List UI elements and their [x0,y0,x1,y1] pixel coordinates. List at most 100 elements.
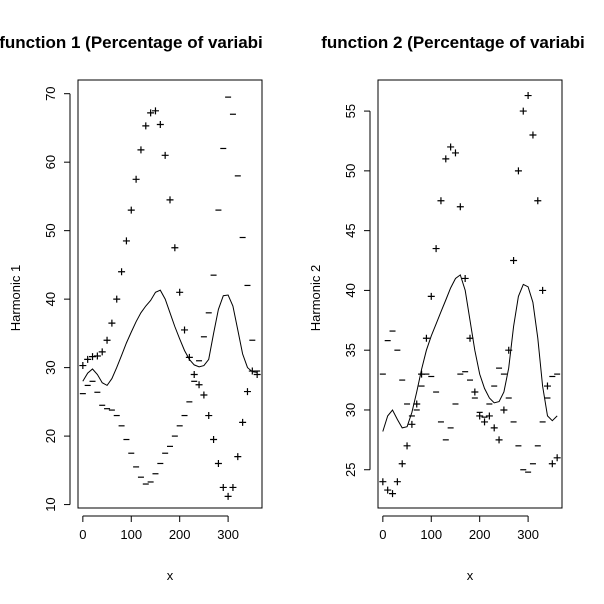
chart-2-plus-point [553,454,561,462]
chart-1-plus-point [224,492,232,500]
chart-2-plus-point [481,418,489,426]
chart-2-plus-point [456,203,464,211]
chart-2-y-tick-label: 55 [343,104,358,118]
chart-2-plus-point [403,442,411,450]
chart-1-y-tick-label: 20 [43,429,58,443]
chart-2-title: function 2 (Percentage of variabi [321,33,585,52]
chart-1-plus-point [156,121,164,129]
chart-2-plus-point [408,420,416,428]
chart-1-plus-point [210,436,218,444]
chart-1-y-tick-label: 70 [43,86,58,100]
chart-2-plus-point [393,478,401,486]
chart-1-plus-point [214,459,222,467]
chart-2-plus-point [389,490,397,498]
chart-2-plus-point [466,334,474,342]
chart-2-plus-point [437,197,445,205]
chart-1-plus-point [195,381,203,389]
chart-2-plus-point [505,346,513,354]
chart-2-plus-point [543,382,551,390]
chart-1-plus-point [200,391,208,399]
chart-2-plus-point [451,149,459,157]
chart-2-plus-point [384,486,392,494]
chart-2-x-tick-label: 100 [420,527,442,542]
chart-2-plus-point [427,292,435,300]
chart-1-plus-point [234,453,242,461]
chart-2-plus-point [432,245,440,253]
chart-1-y-tick-label: 10 [43,497,58,511]
chart-1-plus-point [132,175,140,183]
chart-1-plus-point [122,237,130,245]
chart-1-plus-point [113,295,121,303]
chart-1-plus-point [103,336,111,344]
chart-2-plus-point [413,400,421,408]
chart-2-plus-point [519,107,527,115]
chart-1-frame [77,79,263,509]
chart-1-x-tick-label: 300 [217,527,239,542]
chart-1-plus-point [239,418,247,426]
chart-2-plus-point [510,257,518,265]
chart-1-plus-point [147,109,155,117]
chart-1-x-tick-label: 200 [169,527,191,542]
chart-1-plus-point [79,362,87,370]
chart-2-mean-curve [382,274,558,432]
chart-1-plus-point [151,107,159,115]
chart-1-plus-point [161,151,169,159]
chart-1-plus-point [253,370,261,378]
chart-1-plus-point [89,353,97,361]
chart-2-x-tick-label: 200 [469,527,491,542]
chart-1-x-tick-label: 0 [79,527,86,542]
chart-2-y-tick-label: 25 [343,463,358,477]
chart-1-mean-curve [82,289,258,387]
chart-1-plus-point [137,146,145,154]
chart-2-plus-point [548,460,556,468]
chart-2-plus-point [495,436,503,444]
chart-2-xlabel: x [467,568,474,583]
chart-1-ylabel: Harmonic 1 [8,265,23,331]
chart-2-plus-point [485,412,493,420]
chart-2-plus-point [471,388,479,396]
chart-2-y-tick-label: 40 [343,283,358,297]
chart-2-plus-point [379,478,387,486]
chart-2-x-tick-label: 300 [517,527,539,542]
chart-1-panel: 0 100 200 300 10 20 30 40 50 60 70 [43,79,263,542]
chart-2-plus-point [534,197,542,205]
chart-1-plus-point [166,196,174,204]
chart-1-plus-point [93,352,101,360]
chart-1-title: function 1 (Percentage of variabi [0,33,263,52]
chart-2-plus-point [461,274,469,282]
chart-1-plus-point [176,288,184,296]
chart-1-plus-point [127,206,135,214]
chart-2-x-tick-label: 0 [379,527,386,542]
chart-1-plus-point [190,370,198,378]
chart-1-plus-point [98,348,106,356]
chart-2-y-tick-label: 30 [343,403,358,417]
chart-2-plus-point [514,167,522,175]
chart-1-plus-point [142,122,150,130]
chart-1-y-tick-label: 40 [43,292,58,306]
chart-2-plus-point [490,424,498,432]
chart-2-plus-point [476,412,484,420]
chart-2-frame [377,79,563,509]
chart-2-y-tick-label: 35 [343,343,358,357]
chart-2-plus-point [398,460,406,468]
chart-2-plus-point [500,406,508,414]
chart-2-plus-point [447,143,455,151]
chart-1-plus-point [118,268,126,276]
chart-1-y-tick-label: 60 [43,155,58,169]
chart-2-ylabel: Harmonic 2 [308,265,323,331]
chart-1-y-tick-label: 30 [43,360,58,374]
chart-2-y-tick-label: 45 [343,223,358,237]
chart-2-y-tick-label: 50 [343,164,358,178]
chart-1-y-tick-label: 50 [43,223,58,237]
chart-2-plus-point [442,155,450,163]
chart-2-plus-point [529,131,537,139]
chart-1-plus-point [181,326,189,334]
chart-2-panel: 0 100 200 300 25 30 35 40 45 50 55 [343,79,563,542]
chart-1-plus-point [108,319,116,327]
chart-2-plus-point [539,286,547,294]
chart-1-plus-point [243,388,251,396]
chart-1-plus-point [205,412,213,420]
chart-2-plus-point [524,92,532,100]
chart-1-x-tick-label: 100 [120,527,142,542]
